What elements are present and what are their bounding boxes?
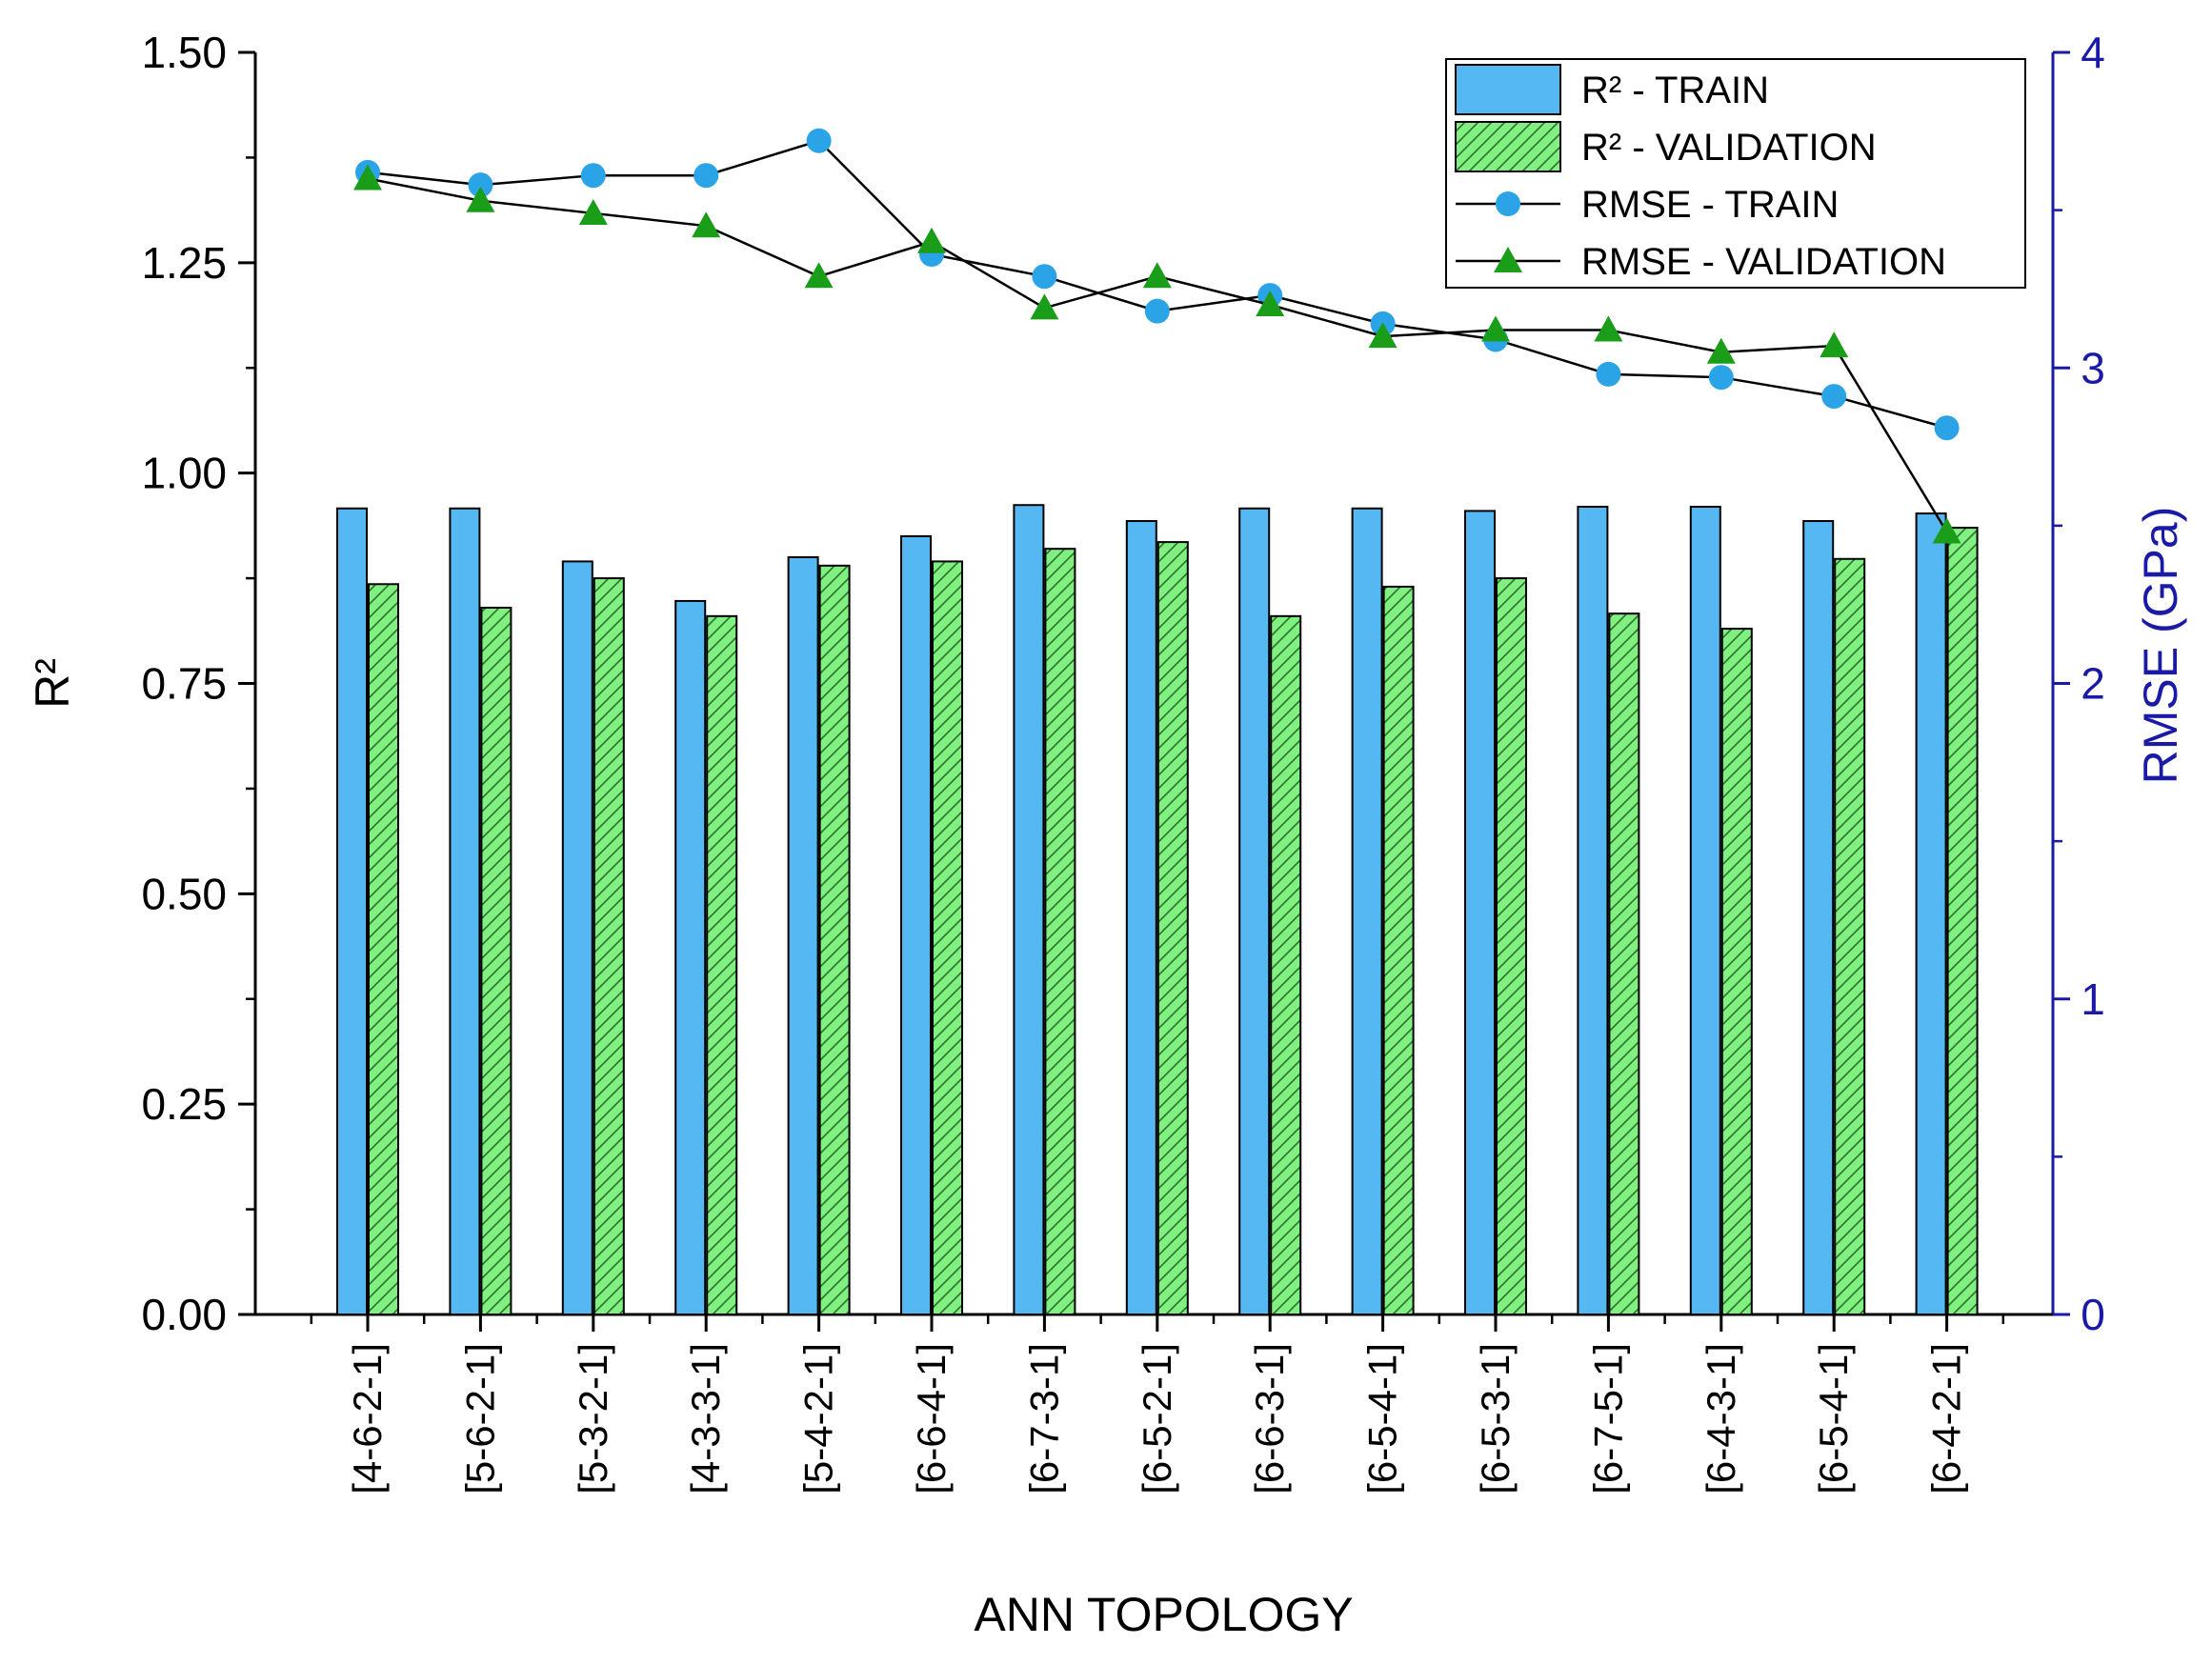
rmse-validation-point <box>1706 337 1736 364</box>
bar-r2-validation <box>480 607 513 1315</box>
rmse-validation-point <box>692 211 721 238</box>
bar-r2-train <box>900 534 932 1315</box>
rmse-validation-point <box>1142 262 1172 289</box>
bar-r2-validation <box>1270 614 1302 1315</box>
bar-r2-train <box>1125 520 1157 1315</box>
bar-r2-train <box>1915 512 1947 1315</box>
rmse-train-point <box>1821 384 1847 410</box>
x-category-label: [6-5-3-1] <box>1473 1343 1518 1494</box>
rmse-validation-point <box>1256 291 1285 316</box>
legend-label: RMSE - TRAIN <box>1581 184 1839 226</box>
bar-r2-validation <box>1156 541 1189 1315</box>
left-tick-label: 1.50 <box>141 28 227 77</box>
rmse-validation-point <box>1932 517 1961 544</box>
right-tick-label: 0 <box>2081 1290 2105 1339</box>
bar-r2-validation <box>1044 548 1076 1315</box>
bar-r2-train <box>1577 506 1609 1315</box>
x-category-label: [6-7-3-1] <box>1021 1343 1066 1494</box>
left-tick-label: 1.25 <box>141 238 227 288</box>
bar-r2-train <box>561 560 593 1315</box>
rmse-train-point <box>580 163 606 189</box>
bar-r2-train <box>1013 504 1045 1315</box>
x-category-label: [5-4-2-1] <box>796 1343 841 1494</box>
bar-r2-validation <box>706 614 738 1315</box>
left-tick-label: 0.75 <box>141 659 227 709</box>
x-category-label: [6-4-2-1] <box>1924 1343 1969 1494</box>
x-axis-title: ANN TOPOLOGY <box>974 1588 1353 1641</box>
left-tick-label: 0.00 <box>141 1290 227 1339</box>
x-category-label: [6-6-4-1] <box>909 1343 954 1494</box>
rmse-train-point <box>1708 365 1734 391</box>
bar-r2-train <box>1689 506 1721 1315</box>
bar-r2-validation <box>1608 612 1640 1315</box>
legend-label: R² - VALIDATION <box>1581 127 1877 169</box>
rmse-validation-point <box>1368 322 1398 349</box>
y-axis-right-title: RMSE (GPa) <box>2134 507 2187 785</box>
x-category-label: [6-5-2-1] <box>1135 1343 1179 1494</box>
x-category-label: [6-7-5-1] <box>1585 1343 1630 1494</box>
right-tick-label: 2 <box>2081 659 2105 709</box>
legend-marker-triangle <box>1494 247 1522 272</box>
right-tick-label: 1 <box>2081 974 2105 1024</box>
bar-r2-validation <box>932 560 963 1315</box>
legend: R² - TRAIN R² - VALIDATION RMSE - TRAIN RMS… <box>1445 58 2026 289</box>
x-category-label: [5-3-2-1] <box>571 1343 615 1494</box>
bar-r2-train <box>1464 510 1496 1315</box>
rmse-validation-point <box>1481 315 1510 342</box>
rmse-train-point <box>694 163 719 189</box>
bar-r2-validation <box>818 564 851 1315</box>
bar-r2-validation <box>1382 585 1415 1315</box>
rmse-train-point <box>1032 264 1057 290</box>
rmse-validation-point <box>1820 331 1849 358</box>
rmse-validation-point <box>578 198 608 225</box>
legend-swatch-validation <box>1455 121 1561 172</box>
bar-r2-train <box>336 507 368 1315</box>
rmse-validation-point <box>1594 315 1623 342</box>
rmse-validation-point <box>804 262 834 289</box>
ticks: 0.00 0.25 0.50 0.75 1.00 1.25 1.50 0 1 2 3 4 [4-6-2-… <box>26 28 2187 1641</box>
rmse-train-point <box>1144 298 1170 324</box>
rmse-validation-point <box>1030 293 1059 320</box>
left-tick-label: 0.50 <box>141 869 227 918</box>
legend-marker-circle <box>1496 191 1520 216</box>
rmse-validation-point <box>466 186 495 212</box>
y-axis-left-title: R² <box>26 658 79 709</box>
x-category-label: [5-6-2-1] <box>457 1343 502 1494</box>
x-category-label: [4-3-3-1] <box>683 1343 728 1494</box>
bar-r2-train <box>1238 507 1271 1315</box>
legend-label: RMSE - VALIDATION <box>1581 241 1946 283</box>
x-category-label: [6-5-4-1] <box>1811 1343 1856 1494</box>
rmse-validation-point <box>353 164 382 191</box>
rmse-validation-point <box>917 227 946 253</box>
right-tick-label: 4 <box>2081 28 2105 77</box>
x-category-label: [4-6-2-1] <box>345 1343 390 1494</box>
x-category-label: [6-6-3-1] <box>1247 1343 1292 1494</box>
bar-r2-validation <box>593 577 625 1315</box>
bar-r2-train <box>1351 507 1383 1315</box>
left-tick-label: 1.00 <box>141 449 227 498</box>
lines <box>353 128 1961 544</box>
x-category-label: [6-4-3-1] <box>1699 1343 1743 1494</box>
bars <box>336 504 1979 1315</box>
bar-r2-validation <box>1496 577 1527 1315</box>
left-tick-label: 0.25 <box>141 1079 227 1129</box>
bar-r2-validation <box>1720 628 1753 1315</box>
bar-r2-validation <box>1946 527 1979 1315</box>
bar-r2-train <box>1802 520 1835 1315</box>
x-category-label: [6-5-4-1] <box>1360 1343 1405 1494</box>
rmse-train-point <box>806 128 832 153</box>
rmse-train-point <box>1596 361 1621 387</box>
bar-r2-validation <box>368 583 399 1315</box>
rmse-train-point <box>1934 415 1960 441</box>
bar-r2-train <box>674 599 707 1315</box>
legend-label: R² - TRAIN <box>1581 70 1769 111</box>
rmse-train-point <box>468 172 493 198</box>
legend-swatch-train <box>1455 64 1561 115</box>
bar-r2-train <box>787 556 819 1315</box>
right-tick-label: 3 <box>2081 343 2105 392</box>
bar-r2-train <box>449 507 481 1315</box>
bar-r2-validation <box>1834 557 1866 1315</box>
